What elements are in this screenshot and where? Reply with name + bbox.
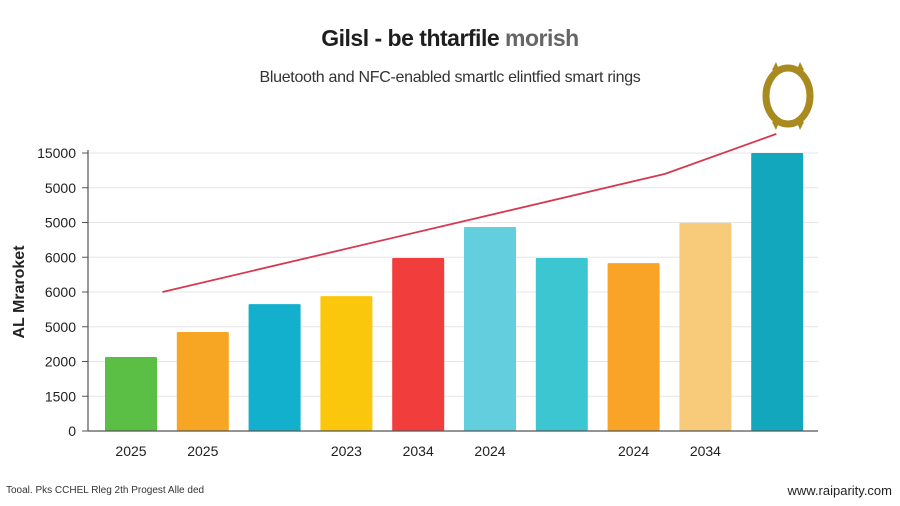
bar [320,296,373,431]
bar [248,304,301,431]
x-tick-label: 2034 [690,443,721,459]
y-tick-label: 5000 [45,215,76,231]
title-dark-part: Gilsl - be thtarfile [321,25,500,51]
x-tick-label: 2024 [618,443,649,459]
y-tick-label: 5000 [45,180,76,196]
title-light-part: morish [499,25,579,51]
trend-line [162,133,777,293]
bar [679,222,732,431]
y-tick-label: 2000 [45,354,76,370]
bar [607,263,660,431]
x-tick-label: 2025 [115,443,146,459]
gold-ring-icon [762,62,814,130]
bar [751,153,804,431]
bar [105,356,157,431]
y-tick-label: 1500 [45,388,76,404]
x-tick-label: 2034 [403,443,434,459]
bar [176,331,229,431]
y-axis-label: AL Mraroket [11,245,28,339]
footer-source: www.raiparity.com [787,483,892,498]
bar [392,257,445,431]
x-tick-label: 2023 [331,443,362,459]
chart-title: Gilsl - be thtarfile morish [0,25,900,52]
y-tick-label: 6000 [45,249,76,265]
y-tick-label: 0 [68,423,76,439]
bar [464,227,516,431]
chart-subtitle: Bluetooth and NFC-enabled smartlc elintf… [259,69,641,86]
footer-note: Tooal. Pks CCHEL Rleg 2th Progest Alle d… [6,485,205,496]
y-tick-label: 15000 [37,145,76,161]
x-tick-label: 2025 [187,443,218,459]
y-tick-label: 5000 [45,319,76,335]
bar [535,257,588,431]
x-tick-label: 2024 [474,443,505,459]
y-tick-label: 6000 [45,284,76,300]
